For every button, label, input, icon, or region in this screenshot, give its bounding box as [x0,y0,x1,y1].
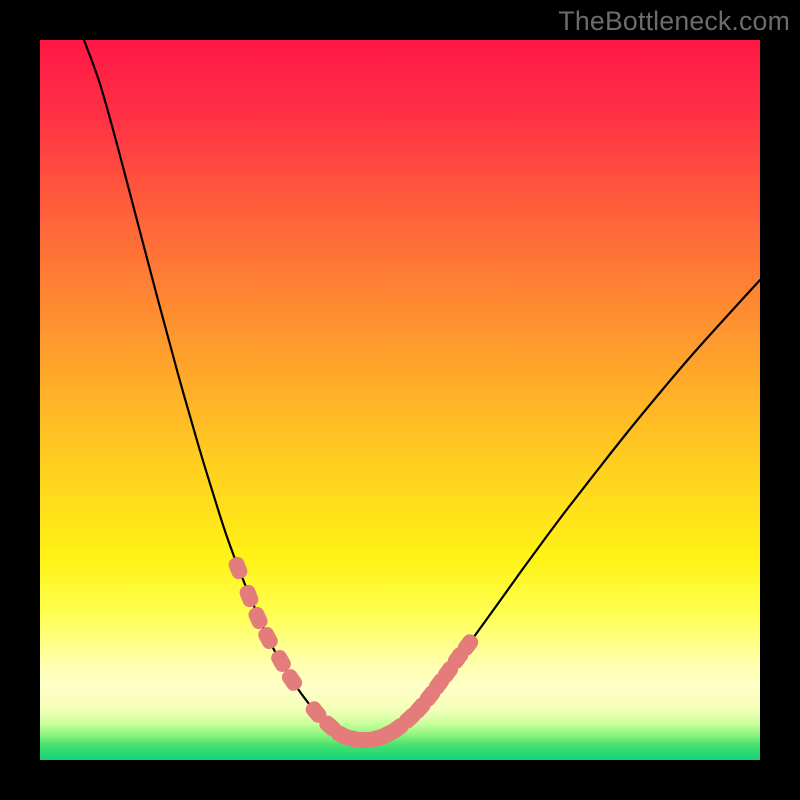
scatter-markers [227,555,482,749]
chart-svg [40,40,760,760]
watermark-text: TheBottleneck.com [558,6,790,37]
scatter-marker [237,583,260,609]
chart-frame: TheBottleneck.com [0,0,800,800]
scatter-marker [227,555,250,581]
plot-area [40,40,760,760]
bottleneck-curve [84,40,760,740]
